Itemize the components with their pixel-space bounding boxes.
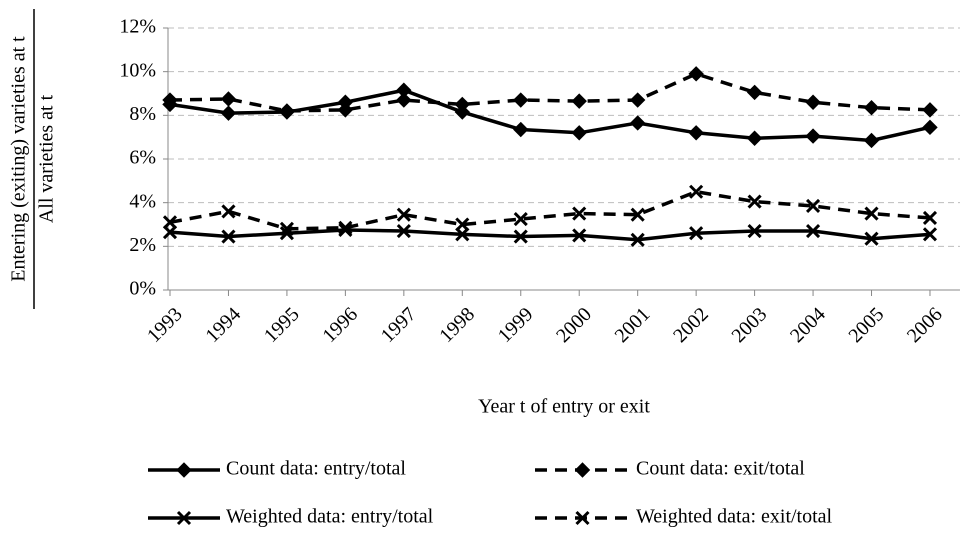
marker — [396, 207, 411, 222]
marker — [629, 92, 646, 108]
x-tick-label: 2002 — [669, 303, 713, 347]
marker — [805, 198, 821, 214]
legend-label: Count data: entry/total — [226, 458, 406, 480]
marker — [513, 121, 529, 138]
marker — [513, 92, 529, 108]
series-line — [169, 228, 931, 242]
series — [162, 184, 938, 236]
y-label-denominator: All varieties at t — [36, 94, 58, 223]
x-tick-label: 2004 — [786, 303, 830, 347]
y-label-numerator: Entering (exiting) varieties at t — [8, 36, 30, 282]
y-tick-label: 2% — [129, 234, 156, 256]
marker — [279, 103, 295, 119]
marker — [454, 96, 471, 113]
marker — [176, 510, 192, 526]
marker — [220, 91, 237, 107]
x-tick-label: 1993 — [143, 303, 187, 347]
marker — [571, 93, 587, 109]
marker — [571, 125, 587, 141]
x-tick-label: 2000 — [552, 303, 596, 347]
x-axis-label: Year t of entry or exit — [478, 396, 650, 418]
marker — [747, 194, 762, 209]
marker — [863, 132, 880, 149]
marker — [922, 102, 938, 118]
y-tick-label: 0% — [129, 278, 156, 300]
y-tick-label: 4% — [129, 190, 156, 212]
y-tick-label: 10% — [119, 59, 156, 81]
marker — [513, 229, 528, 244]
marker — [221, 204, 236, 219]
marker — [574, 462, 591, 478]
marker — [922, 210, 938, 226]
marker — [338, 220, 353, 235]
marker — [221, 229, 236, 244]
legend-item: Count data: exit/total — [535, 458, 805, 480]
legend-label: Weighted data: exit/total — [636, 506, 833, 528]
x-tick-label: 2001 — [611, 303, 655, 347]
marker — [513, 211, 528, 227]
marker — [162, 215, 178, 230]
y-tick-label: 6% — [129, 147, 156, 169]
marker — [746, 84, 763, 101]
legend-item: Weighted data: entry/total — [148, 506, 434, 528]
marker — [176, 462, 192, 478]
marker — [629, 115, 646, 131]
series-line — [169, 189, 931, 231]
marker — [630, 232, 645, 247]
marker — [455, 217, 470, 232]
y-tick-label: 8% — [129, 103, 156, 125]
legend-label: Weighted data: entry/total — [226, 506, 434, 528]
marker — [805, 128, 821, 144]
marker — [162, 92, 178, 108]
marker — [630, 207, 645, 222]
x-tick-label: 2005 — [844, 303, 888, 347]
marker — [575, 510, 590, 526]
marker — [396, 223, 411, 239]
marker — [689, 226, 704, 241]
x-tick-label: 1999 — [494, 303, 538, 347]
series — [162, 66, 938, 119]
marker — [279, 221, 294, 236]
marker — [688, 125, 704, 141]
marker — [864, 231, 879, 246]
x-tick-label: 1996 — [318, 303, 362, 347]
x-tick-label: 1997 — [377, 303, 421, 347]
series — [162, 222, 938, 247]
x-tick-label: 1995 — [260, 303, 304, 347]
marker — [572, 206, 587, 221]
marker — [220, 105, 237, 121]
marker — [746, 130, 763, 146]
x-tick-label: 2003 — [728, 303, 772, 347]
x-tick-label: 1998 — [435, 303, 479, 347]
marker — [337, 102, 354, 118]
legend-label: Count data: exit/total — [636, 458, 805, 480]
marker — [864, 206, 879, 221]
legend-item: Count data: entry/total — [148, 458, 406, 480]
marker — [922, 227, 938, 242]
x-tick-label: 1994 — [201, 303, 245, 347]
marker — [572, 228, 587, 243]
legend-item: Weighted data: exit/total — [535, 506, 833, 528]
y-axis-label: Entering (exiting) varieties at t All va… — [8, 9, 58, 309]
x-tick-label: 2006 — [903, 303, 947, 347]
marker — [689, 184, 704, 199]
marker — [747, 223, 762, 239]
marker — [805, 94, 821, 110]
marker — [805, 223, 821, 239]
marker — [863, 99, 880, 116]
marker — [396, 92, 412, 108]
y-tick-label: 12% — [119, 16, 156, 38]
marker — [922, 119, 938, 136]
marker — [688, 66, 704, 82]
series-line — [169, 71, 931, 113]
